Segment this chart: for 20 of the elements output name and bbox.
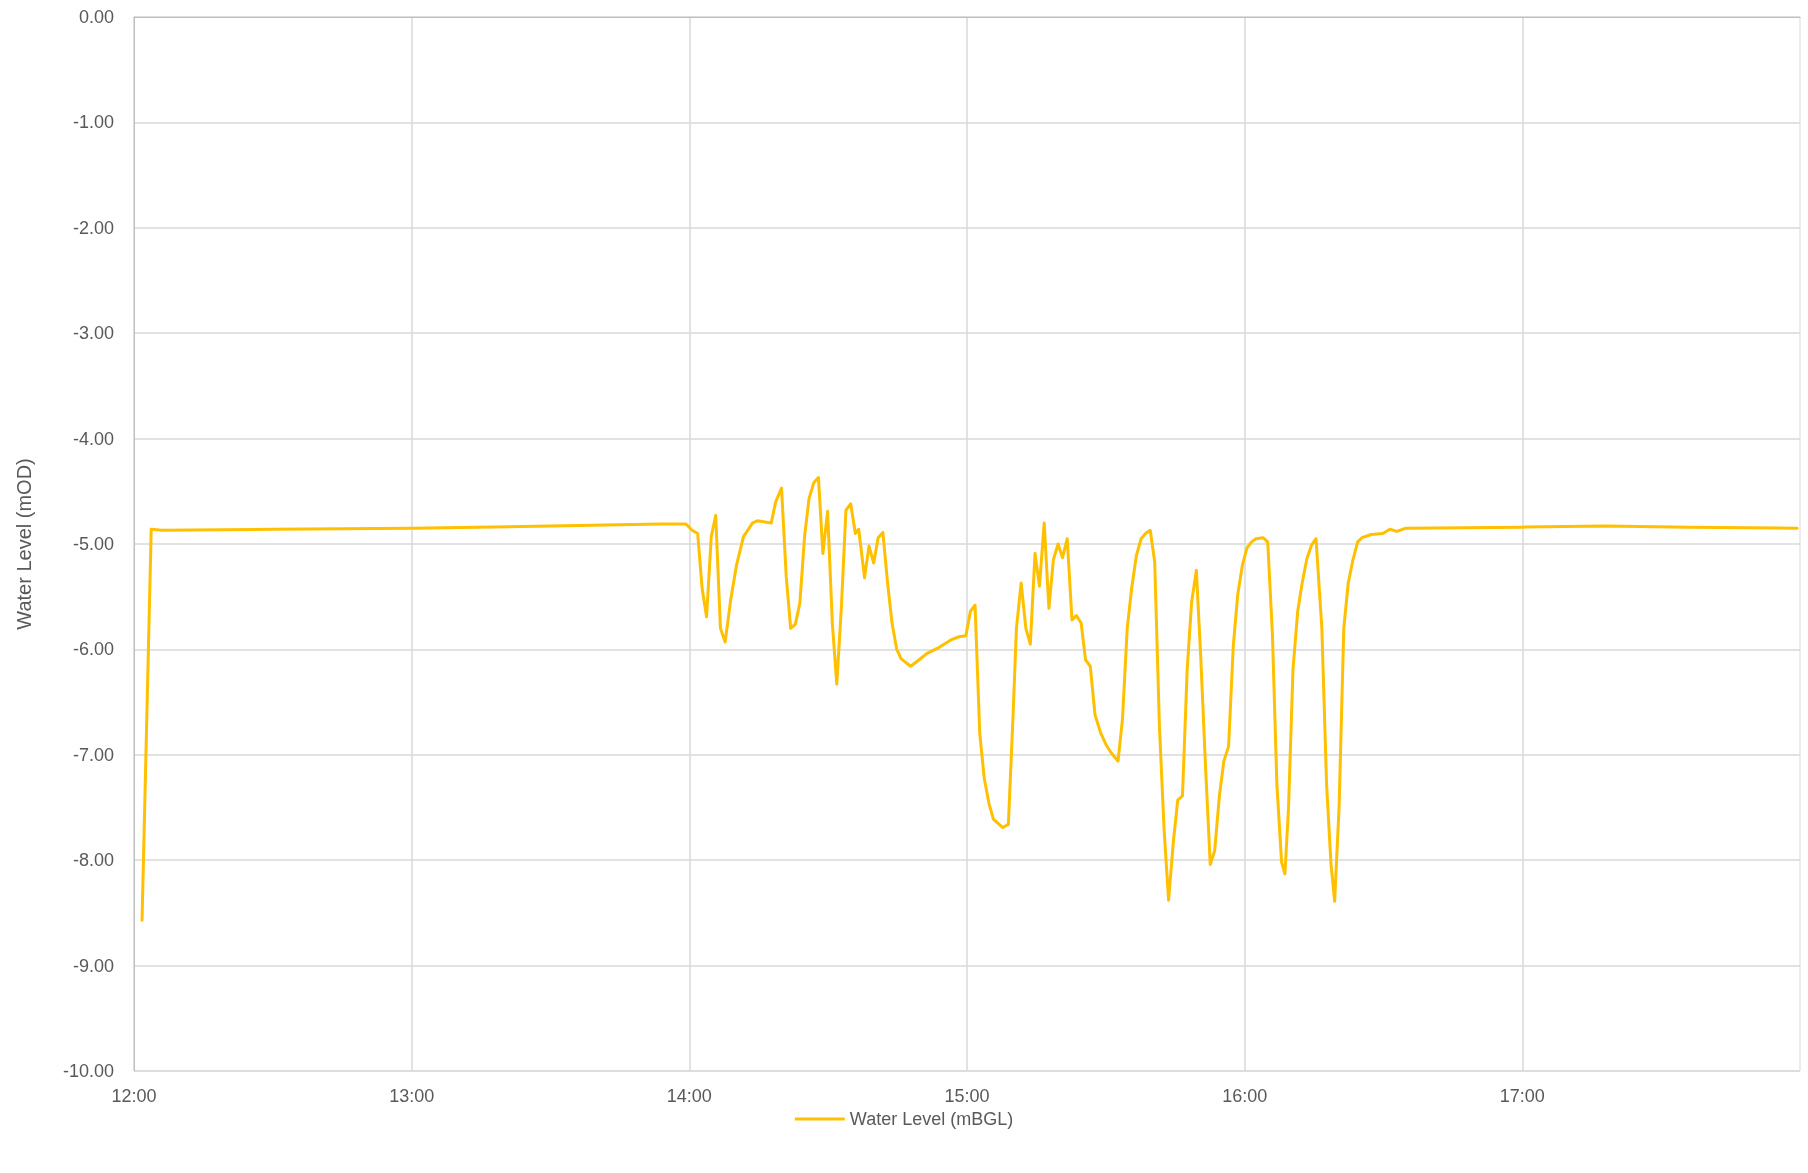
y-tick-label: -3.00 [72,323,114,344]
x-tick-label: 16:00 [1222,1086,1268,1106]
line-series [140,476,1799,922]
x-tick-label: 14:00 [666,1086,712,1106]
y-tick-label: 0.00 [78,7,114,27]
y-tick-label: -6.00 [72,639,114,660]
legend-label: Water Level (mBGL) [849,1109,1014,1129]
y-tick-label: -4.00 [72,428,114,449]
y-tick-label: -5.00 [72,534,114,554]
y-tick-label: -8.00 [72,850,114,871]
y-tick-label: -9.00 [72,955,114,976]
y-tick-label: -1.00 [72,112,114,133]
y-axis-title: Water Level (mOD) [13,458,35,630]
x-tick-label: 12:00 [111,1086,157,1106]
y-tick-label: -7.00 [72,744,114,765]
x-tick-label: 17:00 [1499,1086,1545,1106]
x-tick-label: 15:00 [944,1086,990,1106]
y-tick-label: -2.00 [72,217,114,238]
y-tick-label: -10.00 [62,1061,114,1081]
x-tick-label: 13:00 [389,1086,435,1106]
